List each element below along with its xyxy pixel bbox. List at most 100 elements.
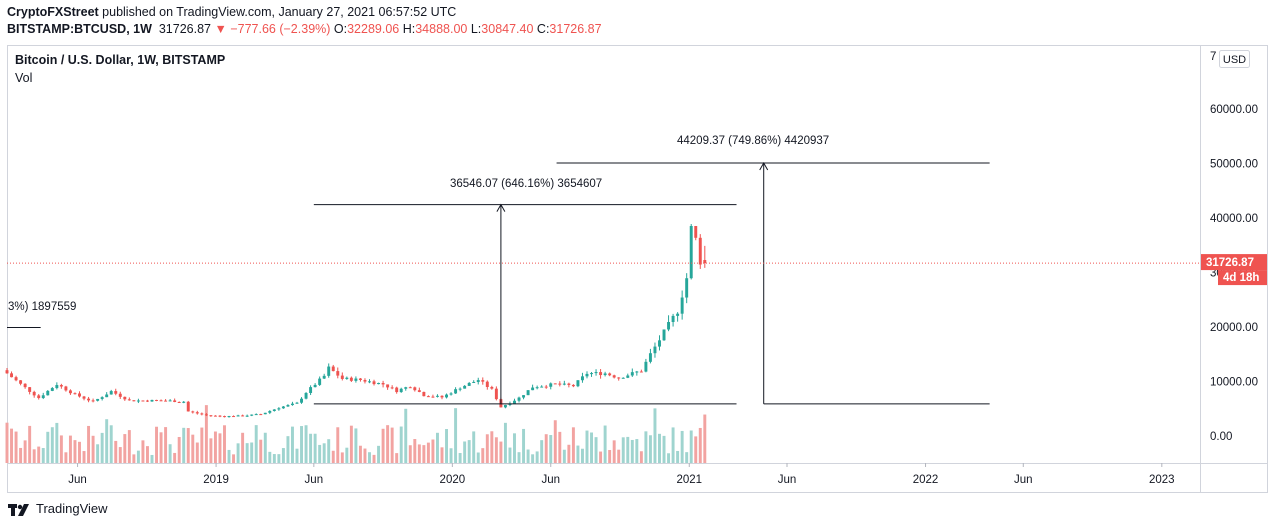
volume-bar (490, 431, 494, 463)
volume-bar (105, 419, 109, 463)
candle-body (223, 416, 226, 418)
volume-bar (390, 427, 394, 463)
candle-body (689, 226, 693, 279)
candle-body (463, 385, 467, 389)
volume-bar (540, 440, 544, 463)
volume-bar (667, 453, 671, 463)
volume-bar (209, 438, 213, 463)
volume-bar (585, 430, 589, 463)
volume-bar (55, 422, 59, 463)
volume-bar (78, 441, 81, 463)
volume-bar (227, 449, 231, 463)
volume-bar (535, 451, 539, 463)
volume-bar (553, 420, 557, 463)
tradingview-logo-icon (8, 503, 29, 516)
volume-bar (331, 450, 335, 463)
candle-body (535, 387, 539, 389)
volume-bar (300, 426, 304, 463)
candle-body (685, 278, 689, 298)
last-price-label: 31726.87 4d 18h (1201, 254, 1267, 286)
candle-body (96, 398, 100, 401)
volume-bar (10, 428, 14, 463)
close-value: 31726.87 (549, 22, 602, 36)
candle-body (440, 395, 444, 398)
volume-bar (14, 431, 18, 463)
volume-bar (368, 452, 371, 463)
candle-body (445, 394, 448, 398)
volume-bar (517, 452, 521, 463)
volume-bar (386, 425, 390, 463)
volume-bar (141, 440, 145, 463)
candle-body (10, 373, 14, 378)
candle-body (177, 402, 181, 404)
volume-bar (472, 431, 476, 463)
volume-bar (32, 449, 36, 463)
candles (5, 223, 707, 418)
candle-body (254, 414, 258, 416)
low-value: 30847.40 (481, 22, 534, 36)
volume-bar (37, 446, 41, 463)
volume-bar (286, 436, 290, 463)
candle-body (5, 370, 9, 374)
candle-body (703, 260, 707, 264)
candle-body (381, 382, 385, 385)
candle-body (662, 329, 666, 341)
volume-bar (168, 444, 172, 463)
candle-body (55, 385, 59, 389)
volume-bar (526, 449, 530, 463)
candle-body (349, 377, 353, 381)
candle-body (59, 385, 63, 387)
candle-body (123, 396, 127, 400)
currency-badge-label: USD (1223, 54, 1246, 66)
candle-body (331, 366, 335, 372)
volume-bar (82, 451, 86, 463)
candle-body (608, 373, 612, 376)
drawings[interactable] (7, 161, 990, 405)
volume-bar (513, 433, 516, 463)
volume-bar (191, 434, 195, 463)
volume-bar (87, 425, 91, 463)
volume-bar (64, 452, 68, 463)
volume-bar (109, 425, 113, 463)
last-price-label-text: 31726.87 (1206, 257, 1254, 269)
footer[interactable]: TradingView (8, 501, 108, 516)
candle-body (28, 387, 32, 392)
volume-bar (426, 442, 430, 463)
volume-bar (676, 450, 680, 463)
candle-body (245, 415, 249, 417)
candle-body (186, 401, 190, 412)
volume-bar (349, 425, 353, 463)
x-tick-label: Jun (778, 474, 797, 486)
volume-bar (250, 442, 254, 463)
author-name: CryptoFXStreet (7, 5, 99, 19)
candle-body (580, 376, 584, 381)
candle-body (218, 415, 222, 417)
currency-badge[interactable]: USD (1219, 50, 1250, 68)
high-label: H: (402, 22, 416, 36)
volume-bar (635, 439, 639, 463)
candle-body (204, 414, 208, 416)
candle-body (698, 237, 702, 265)
candle-body (377, 382, 381, 385)
volume-bar (28, 425, 32, 463)
volume-bar (327, 439, 331, 463)
time-axis[interactable]: Jun 2019 Jun 2020 Jun 2021 Jun 2022 Jun 2023 (68, 463, 1175, 486)
candle-body (91, 400, 95, 402)
candle-body (250, 414, 254, 416)
candle-body (635, 371, 639, 373)
volume-bar (404, 408, 408, 463)
candle-body (658, 340, 661, 347)
volume-bar (503, 422, 507, 463)
candle-body (408, 387, 412, 389)
volume-bar (118, 447, 122, 463)
candle-body (458, 388, 462, 390)
candle-body (87, 398, 91, 401)
candle-body (363, 379, 367, 382)
candle-body (680, 297, 684, 314)
candle-body (671, 315, 675, 323)
candle-body (304, 392, 308, 399)
volume-bar (508, 447, 512, 463)
volume-bar (544, 434, 548, 463)
volume-bar (272, 454, 276, 463)
